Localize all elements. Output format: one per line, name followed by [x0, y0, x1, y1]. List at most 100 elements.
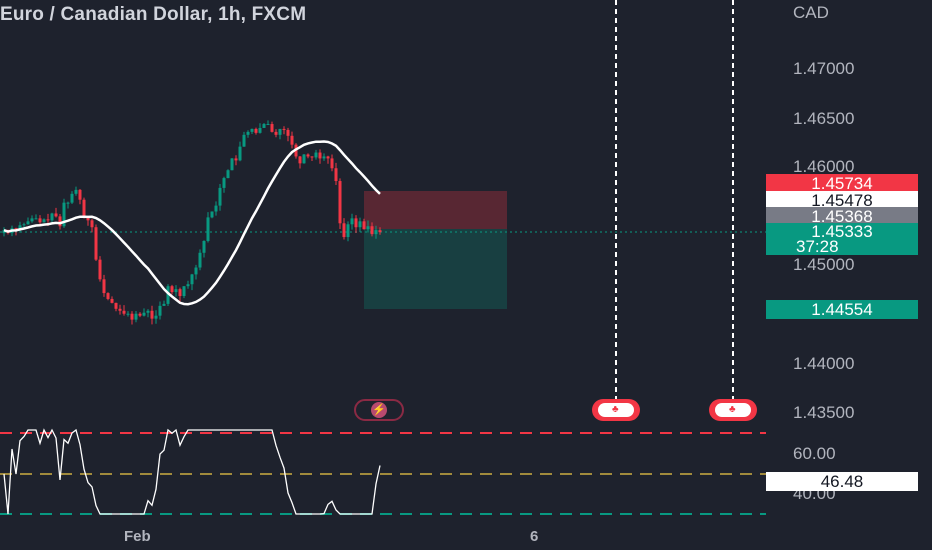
candles[interactable]	[2, 120, 382, 325]
candle	[142, 312, 146, 316]
candle	[314, 152, 318, 158]
candle	[42, 219, 46, 223]
target-price-tag[interactable]: 1.44554	[766, 300, 918, 319]
current-price-tag[interactable]: 1.45333 37:28	[766, 223, 918, 255]
candle	[94, 227, 98, 260]
candle	[350, 218, 354, 225]
axis-currency: CAD	[793, 3, 829, 22]
axis-tick-6: 1.43500	[793, 403, 855, 422]
current-price-value: 1.45333	[811, 222, 873, 241]
candle	[158, 305, 162, 316]
candle	[286, 129, 290, 136]
candle	[30, 218, 34, 222]
candle	[54, 213, 58, 217]
candle	[2, 230, 6, 234]
stop-zone[interactable]	[364, 191, 507, 229]
candle	[222, 178, 226, 188]
time-label-feb: Feb	[124, 528, 151, 545]
oscillator-axis-tick: 60.00	[793, 444, 836, 463]
candle	[338, 181, 342, 224]
candle	[334, 168, 338, 182]
candle	[66, 202, 70, 204]
news-marker[interactable]: ⚡	[354, 399, 404, 421]
candle	[62, 202, 66, 227]
axis-tick-3: 1.46000	[793, 157, 855, 176]
maple-leaf-icon: ♣	[612, 404, 619, 415]
candle	[342, 223, 346, 238]
candle	[254, 128, 258, 133]
candle	[210, 211, 214, 218]
candle	[354, 218, 358, 228]
candle	[246, 131, 250, 135]
axis-tick-5: 1.44000	[793, 354, 855, 373]
candle	[242, 134, 246, 147]
candle	[174, 289, 178, 293]
axis-tick-2: 1.46500	[793, 109, 855, 128]
candle	[370, 226, 374, 235]
candle	[326, 156, 330, 159]
candle	[250, 128, 254, 132]
candle	[318, 152, 322, 159]
event-marker-2[interactable]: ♣	[709, 399, 757, 421]
risk-reward-tool[interactable]	[364, 191, 507, 309]
candle	[202, 240, 206, 253]
entry-price-tag[interactable]: 1.45478	[766, 191, 918, 210]
high-level-tag[interactable]: 1.45734	[766, 174, 918, 193]
candle	[234, 158, 238, 161]
candle	[182, 286, 186, 297]
candle	[102, 279, 106, 294]
candle	[82, 199, 86, 217]
candle	[150, 310, 154, 319]
candle	[70, 193, 74, 203]
candle	[378, 230, 382, 233]
candle	[266, 124, 270, 126]
candle	[262, 124, 266, 128]
candle	[98, 259, 102, 280]
prev-close-tag[interactable]: 1.45368	[766, 207, 918, 226]
candle	[206, 217, 210, 241]
candle	[74, 189, 78, 194]
candle	[18, 225, 22, 231]
chart-title: Euro / Canadian Dollar, 1h, FXCM	[0, 4, 307, 25]
canada-flag-icon: ♣	[715, 403, 751, 417]
maple-leaf-icon: ♣	[729, 404, 736, 415]
candle	[226, 170, 230, 179]
oscillator-value-tag[interactable]: 46.48	[766, 472, 918, 491]
axis-tick-1: 1.47000	[793, 59, 855, 78]
candle	[170, 286, 174, 293]
candle	[34, 218, 38, 220]
candle	[178, 289, 182, 297]
candle	[46, 219, 50, 221]
candle	[302, 154, 306, 164]
candle	[38, 218, 42, 223]
candle	[274, 131, 278, 135]
candle	[214, 205, 218, 212]
canada-flag-icon: ♣	[598, 403, 634, 417]
candle	[118, 308, 122, 311]
candle	[346, 224, 350, 238]
candle	[106, 293, 110, 299]
candle	[162, 303, 166, 306]
candle	[122, 310, 126, 314]
candle	[238, 146, 242, 161]
candle	[290, 135, 294, 145]
event-marker-1[interactable]: ♣	[592, 399, 640, 421]
candle	[58, 216, 62, 227]
candle	[134, 313, 138, 320]
candle	[258, 127, 262, 133]
candle	[138, 313, 142, 316]
candle	[282, 128, 286, 130]
candle	[322, 156, 326, 159]
candle	[146, 310, 150, 313]
candle	[130, 313, 134, 320]
candle	[358, 221, 362, 228]
moving-average-line	[3, 140, 381, 306]
candle	[218, 187, 222, 206]
candle	[278, 128, 282, 135]
target-zone[interactable]	[364, 229, 507, 309]
candle	[166, 286, 170, 304]
candle	[186, 284, 190, 287]
axis-tick-4: 1.45000	[793, 255, 855, 274]
